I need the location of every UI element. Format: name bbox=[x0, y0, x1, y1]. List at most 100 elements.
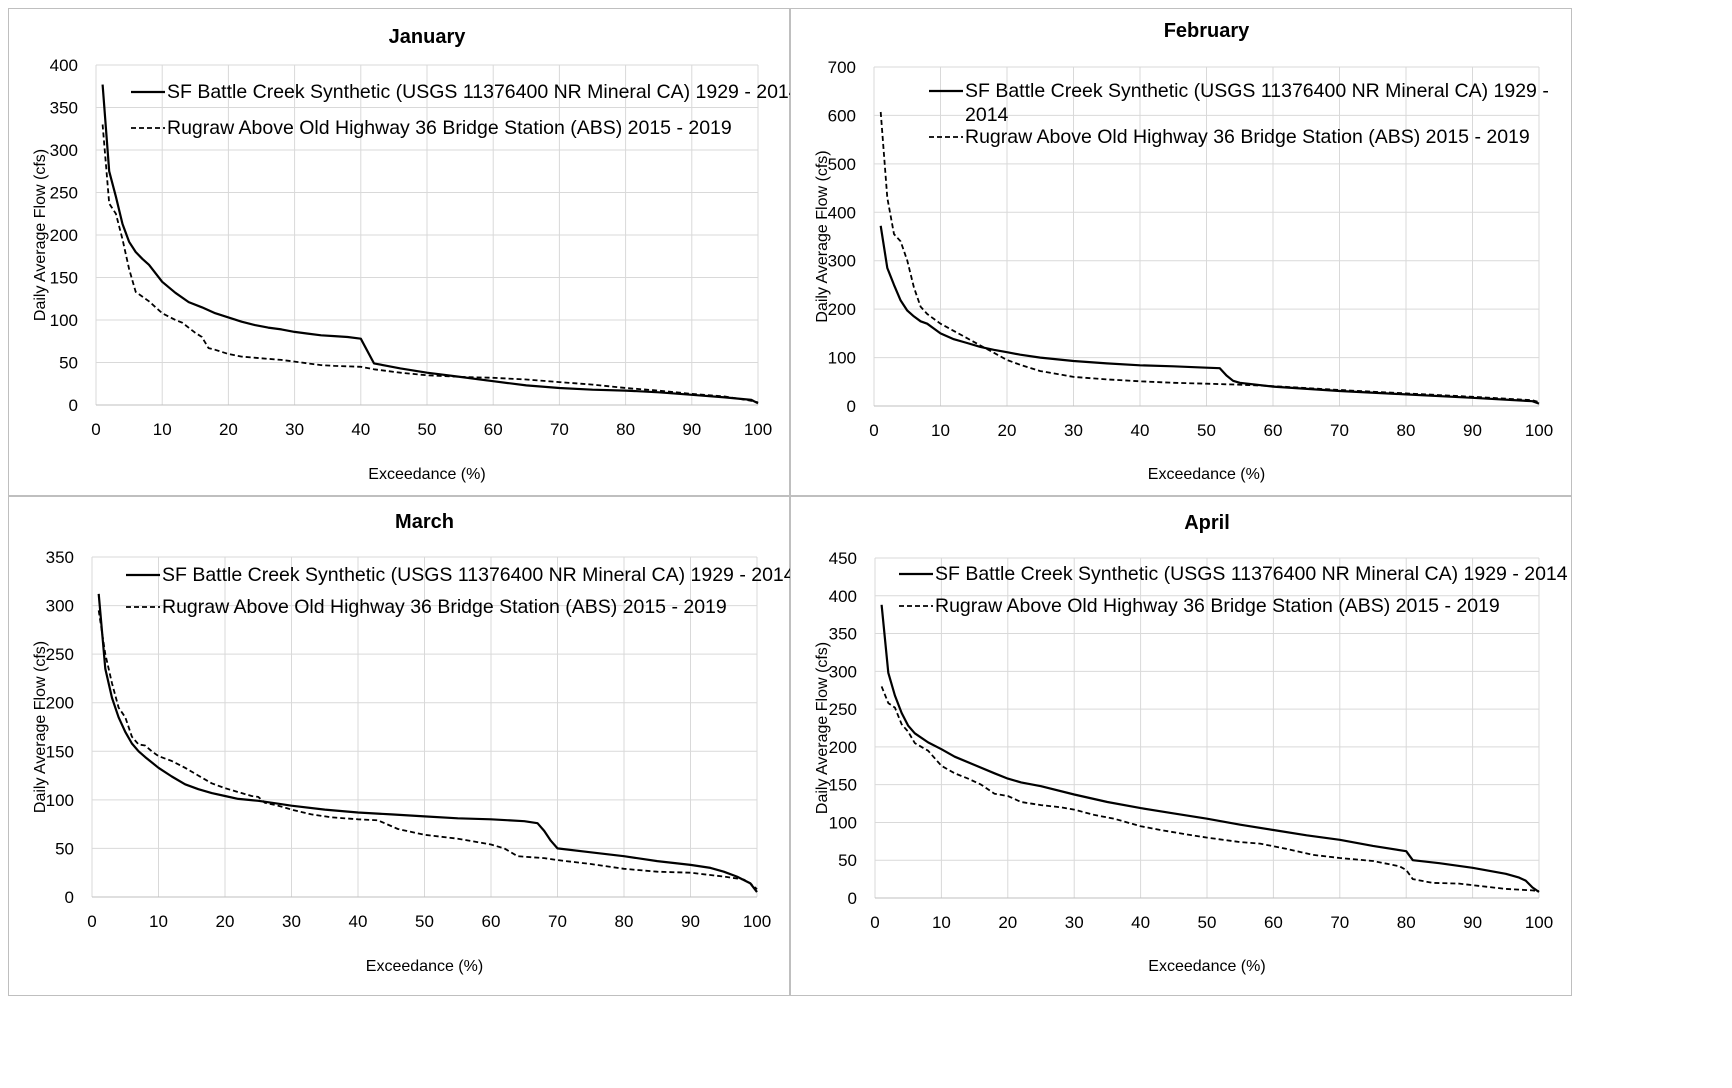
x-tick-label: 100 bbox=[744, 420, 772, 439]
y-tick-label: 100 bbox=[46, 791, 74, 810]
legend-label: SF Battle Creek Synthetic (USGS 11376400… bbox=[935, 563, 1568, 585]
chart-title: January bbox=[389, 26, 467, 48]
y-tick-label: 150 bbox=[46, 742, 74, 761]
y-tick-label: 700 bbox=[828, 58, 856, 77]
x-tick-label: 10 bbox=[153, 420, 172, 439]
y-tick-label: 100 bbox=[828, 349, 856, 368]
y-tick-label: 200 bbox=[829, 738, 857, 757]
x-tick-label: 90 bbox=[1463, 913, 1482, 932]
x-tick-label: 0 bbox=[87, 912, 96, 931]
series-line-rugraw bbox=[101, 124, 759, 404]
y-tick-label: 50 bbox=[838, 851, 857, 870]
x-tick-label: 10 bbox=[931, 421, 950, 440]
x-tick-label: 0 bbox=[91, 420, 100, 439]
chart-january: January 0 50 100 150 200 250 300 350 400 0 10 20 30 40… bbox=[32, 26, 791, 483]
y-tick-label: 300 bbox=[828, 252, 856, 271]
x-tick-label: 100 bbox=[1525, 421, 1553, 440]
x-tick-label: 20 bbox=[998, 913, 1017, 932]
y-axis-label: Daily Average Flow (cfs) bbox=[32, 149, 49, 321]
x-tick-label: 30 bbox=[282, 912, 301, 931]
y-tick-label: 0 bbox=[69, 396, 78, 415]
x-tick-label: 70 bbox=[550, 420, 569, 439]
x-tick-label: 70 bbox=[1330, 421, 1349, 440]
chart-april: April 0 50 100 150 200 250 300 350 400 450 0 10 20 30 4… bbox=[814, 512, 1568, 975]
chart-panel-february: February 0 100 200 300 400 500 600 700 0 10 20 30 40 5… bbox=[790, 8, 1572, 496]
y-tick-label: 250 bbox=[46, 645, 74, 664]
legend-label: SF Battle Creek Synthetic (USGS 11376400… bbox=[965, 80, 1549, 126]
x-tick-label: 50 bbox=[1198, 913, 1217, 932]
y-axis-label: Daily Average Flow (cfs) bbox=[814, 642, 831, 814]
x-tick-label: 60 bbox=[1264, 421, 1283, 440]
y-tick-label: 350 bbox=[829, 625, 857, 644]
y-tick-label: 350 bbox=[50, 99, 78, 118]
chart-panel-january: January 0 50 100 150 200 250 300 350 400 0 10 20 30 40… bbox=[8, 8, 791, 496]
y-tick-label: 400 bbox=[829, 587, 857, 606]
y-tick-label: 250 bbox=[829, 700, 857, 719]
chart-panel-april: April 0 50 100 150 200 250 300 350 400 450 0 10 20 30 4… bbox=[790, 496, 1572, 996]
y-tick-label: 350 bbox=[46, 548, 74, 567]
x-tick-label: 20 bbox=[216, 912, 235, 931]
x-axis-label: Exceedance (%) bbox=[1148, 466, 1265, 483]
y-tick-label: 300 bbox=[829, 662, 857, 681]
x-tick-label: 10 bbox=[932, 913, 951, 932]
x-tick-label: 20 bbox=[998, 421, 1017, 440]
chart-february: February 0 100 200 300 400 500 600 700 0 10 20 30 40 5… bbox=[814, 20, 1553, 483]
series-line-sf-battle-creek bbox=[97, 593, 758, 893]
x-tick-label: 40 bbox=[1131, 913, 1150, 932]
series-line-rugraw bbox=[879, 111, 1540, 403]
legend-label: Rugraw Above Old Highway 36 Bridge Stati… bbox=[167, 117, 732, 139]
chart-title: March bbox=[395, 511, 454, 533]
chart-march: March 0 50 100 150 200 250 300 350 0 10 20 30 40 50 60 7… bbox=[32, 511, 791, 975]
y-axis-label: Daily Average Flow (cfs) bbox=[32, 641, 49, 813]
legend-label: Rugraw Above Old Highway 36 Bridge Stati… bbox=[935, 595, 1500, 617]
x-tick-label: 0 bbox=[869, 421, 878, 440]
series-line-sf-battle-creek bbox=[879, 225, 1540, 405]
x-tick-label: 30 bbox=[1065, 913, 1084, 932]
x-axis-label: Exceedance (%) bbox=[1148, 958, 1265, 975]
x-tick-label: 70 bbox=[548, 912, 567, 931]
series-line-sf-battle-creek bbox=[101, 84, 759, 405]
y-tick-label: 400 bbox=[828, 203, 856, 222]
y-tick-label: 100 bbox=[829, 813, 857, 832]
chart-panel-march: March 0 50 100 150 200 250 300 350 0 10 20 30 40 50 60 7… bbox=[8, 496, 791, 996]
y-tick-label: 150 bbox=[50, 269, 78, 288]
y-tick-label: 300 bbox=[50, 141, 78, 160]
y-tick-label: 0 bbox=[847, 397, 856, 416]
y-tick-label: 100 bbox=[50, 311, 78, 330]
legend-label: Rugraw Above Old Highway 36 Bridge Stati… bbox=[162, 596, 727, 618]
x-tick-label: 50 bbox=[418, 420, 437, 439]
y-tick-label: 300 bbox=[46, 597, 74, 616]
x-axis-label: Exceedance (%) bbox=[368, 466, 485, 483]
x-tick-label: 100 bbox=[743, 912, 771, 931]
series-line-sf-battle-creek bbox=[880, 604, 1540, 893]
y-tick-label: 450 bbox=[829, 549, 857, 568]
y-tick-label: 0 bbox=[65, 888, 74, 907]
y-tick-label: 50 bbox=[59, 354, 78, 373]
y-tick-label: 200 bbox=[50, 226, 78, 245]
series-line-rugraw bbox=[880, 686, 1540, 893]
x-tick-label: 60 bbox=[1264, 913, 1283, 932]
x-tick-label: 90 bbox=[1463, 421, 1482, 440]
y-tick-label: 200 bbox=[828, 300, 856, 319]
x-tick-label: 80 bbox=[1397, 421, 1416, 440]
chart-title: April bbox=[1184, 512, 1230, 534]
series-line-rugraw bbox=[97, 610, 758, 890]
y-axis-label: Daily Average Flow (cfs) bbox=[814, 150, 831, 322]
legend-label: SF Battle Creek Synthetic (USGS 11376400… bbox=[167, 81, 791, 103]
x-tick-label: 20 bbox=[219, 420, 238, 439]
x-tick-label: 60 bbox=[482, 912, 501, 931]
y-tick-label: 400 bbox=[50, 56, 78, 75]
x-axis-label: Exceedance (%) bbox=[366, 958, 483, 975]
x-tick-label: 80 bbox=[615, 912, 634, 931]
x-tick-label: 60 bbox=[484, 420, 503, 439]
y-tick-label: 50 bbox=[55, 839, 74, 858]
x-tick-label: 40 bbox=[349, 912, 368, 931]
y-tick-label: 250 bbox=[50, 184, 78, 203]
y-tick-label: 150 bbox=[829, 776, 857, 795]
x-tick-label: 40 bbox=[1131, 421, 1150, 440]
x-tick-label: 80 bbox=[616, 420, 635, 439]
x-tick-label: 0 bbox=[870, 913, 879, 932]
x-tick-label: 50 bbox=[415, 912, 434, 931]
y-tick-label: 600 bbox=[828, 106, 856, 125]
x-tick-label: 10 bbox=[149, 912, 168, 931]
